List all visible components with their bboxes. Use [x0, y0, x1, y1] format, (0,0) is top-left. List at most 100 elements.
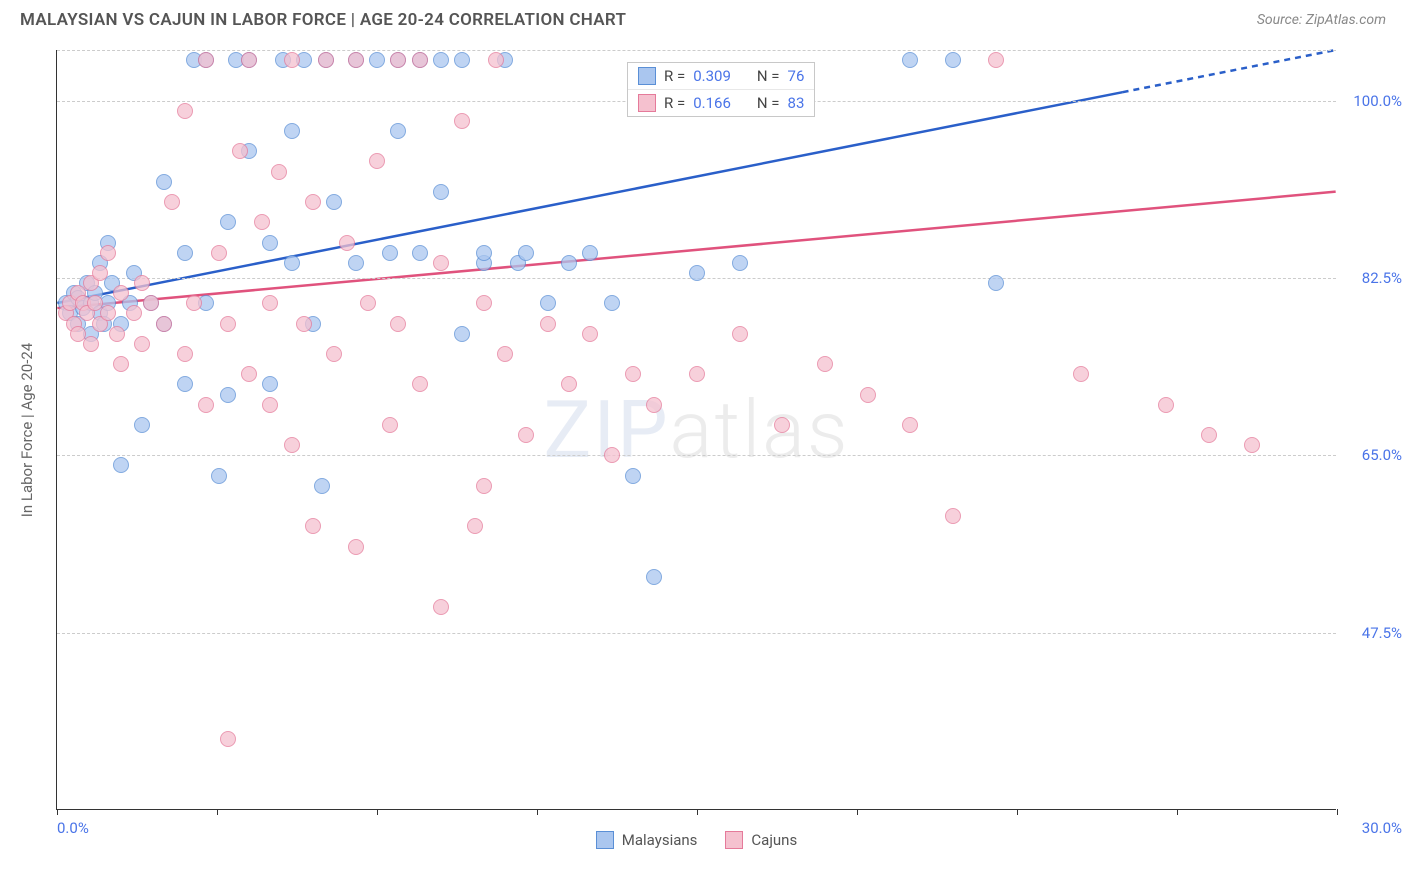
gridline-h — [57, 50, 1336, 51]
scatter-chart: ZIPatlas 100.0%82.5%65.0%47.5%0.0%30.0%R… — [56, 50, 1336, 810]
data-point — [412, 376, 428, 392]
data-point — [339, 235, 355, 251]
data-point — [433, 184, 449, 200]
data-point — [646, 569, 662, 585]
x-tick — [377, 809, 378, 815]
data-point — [348, 52, 364, 68]
data-point — [262, 235, 278, 251]
data-point — [314, 478, 330, 494]
legend-swatch — [638, 67, 656, 85]
data-point — [518, 427, 534, 443]
data-point — [83, 336, 99, 352]
data-point — [817, 356, 833, 372]
x-tick — [1177, 809, 1178, 815]
data-point — [433, 255, 449, 271]
data-point — [988, 52, 1004, 68]
data-point — [488, 52, 504, 68]
data-point — [143, 295, 159, 311]
data-point — [454, 326, 470, 342]
data-point — [732, 326, 748, 342]
data-point — [262, 295, 278, 311]
data-point — [1158, 397, 1174, 413]
data-point — [382, 417, 398, 433]
legend-item: Cajuns — [725, 831, 797, 849]
data-point — [561, 376, 577, 392]
data-point — [476, 295, 492, 311]
stat-n-label: N = — [757, 67, 780, 85]
data-point — [454, 52, 470, 68]
stat-r-value: 0.166 — [693, 94, 731, 112]
y-tick-label: 65.0% — [1342, 446, 1402, 464]
data-point — [296, 316, 312, 332]
data-point — [113, 285, 129, 301]
chart-title: MALAYSIAN VS CAJUN IN LABOR FORCE | AGE … — [20, 10, 626, 30]
data-point — [318, 52, 334, 68]
data-point — [113, 356, 129, 372]
data-point — [945, 508, 961, 524]
data-point — [164, 194, 180, 210]
data-point — [220, 731, 236, 747]
legend-item: Malaysians — [596, 831, 698, 849]
data-point — [497, 346, 513, 362]
data-point — [988, 275, 1004, 291]
data-point — [254, 214, 270, 230]
data-point — [220, 316, 236, 332]
data-point — [382, 245, 398, 261]
data-point — [1073, 366, 1089, 382]
data-point — [305, 194, 321, 210]
data-point — [433, 52, 449, 68]
data-point — [262, 397, 278, 413]
data-point — [220, 214, 236, 230]
data-point — [134, 336, 150, 352]
data-point — [774, 417, 790, 433]
data-point — [689, 366, 705, 382]
legend-swatch — [725, 831, 743, 849]
data-point — [604, 295, 620, 311]
data-point — [284, 255, 300, 271]
data-point — [220, 387, 236, 403]
x-tick — [1337, 809, 1338, 815]
data-point — [92, 265, 108, 281]
data-point — [582, 245, 598, 261]
data-point — [348, 255, 364, 271]
data-point — [732, 255, 748, 271]
y-tick-label: 100.0% — [1342, 92, 1402, 110]
data-point — [177, 103, 193, 119]
data-point — [241, 52, 257, 68]
data-point — [100, 305, 116, 321]
data-point — [284, 437, 300, 453]
stat-r-label: R = — [664, 67, 685, 85]
legend-label: Malaysians — [622, 831, 698, 849]
data-point — [284, 123, 300, 139]
trend-lines — [57, 50, 1336, 809]
data-point — [326, 194, 342, 210]
data-point — [412, 52, 428, 68]
data-point — [540, 295, 556, 311]
data-point — [156, 316, 172, 332]
data-point — [902, 52, 918, 68]
data-point — [360, 295, 376, 311]
data-point — [134, 275, 150, 291]
data-point — [1244, 437, 1260, 453]
stat-n-value: 76 — [788, 67, 805, 85]
data-point — [369, 52, 385, 68]
y-tick-label: 82.5% — [1342, 269, 1402, 287]
data-point — [177, 376, 193, 392]
data-point — [211, 245, 227, 261]
stats-legend: R =0.309N =76R =0.166N =83 — [627, 62, 815, 117]
data-point — [390, 316, 406, 332]
data-point — [232, 143, 248, 159]
data-point — [284, 52, 300, 68]
data-point — [860, 387, 876, 403]
gridline-h — [57, 633, 1336, 634]
data-point — [561, 255, 577, 271]
data-point — [467, 518, 483, 534]
data-point — [271, 164, 287, 180]
series-legend: Malaysians Cajuns — [57, 831, 1336, 849]
data-point — [433, 599, 449, 615]
stats-legend-row: R =0.166N =83 — [628, 90, 814, 116]
data-point — [625, 366, 641, 382]
y-axis-label: In Labor Force | Age 20-24 — [18, 343, 36, 517]
data-point — [305, 518, 321, 534]
data-point — [326, 346, 342, 362]
